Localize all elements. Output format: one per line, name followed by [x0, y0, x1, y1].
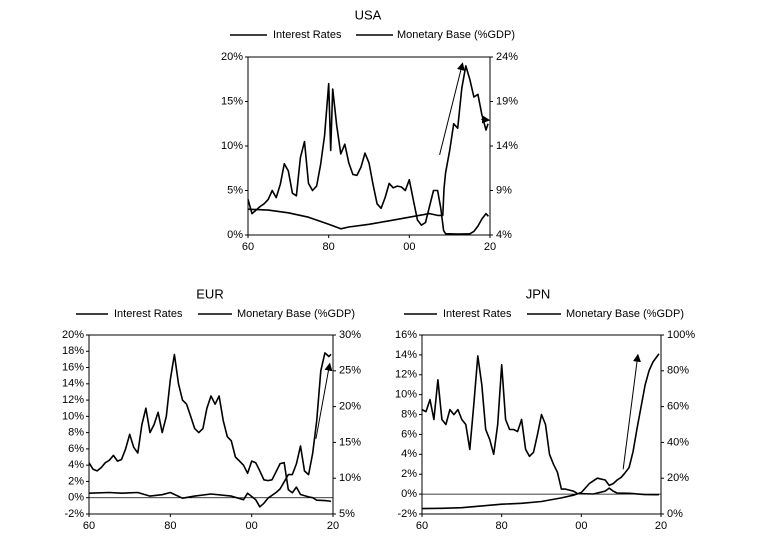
usa-plot-frame — [247, 56, 491, 236]
usa-right-tick-label: 9% — [496, 184, 512, 196]
eur-trend-arrow-1 — [315, 362, 333, 439]
usa-right-tick-label: 24% — [496, 51, 518, 63]
usa-left-tick-label: 15% — [221, 95, 243, 107]
eur-right-tick-label: 10% — [339, 472, 361, 484]
jpn-series-interest-rates — [421, 355, 660, 496]
jpn-trend-arrow-1 — [622, 353, 641, 470]
eur-left-tick-label: 6% — [68, 443, 84, 455]
usa-x-tick-label: 60 — [242, 241, 254, 253]
eur-left-tick-label: 16% — [62, 361, 84, 373]
jpn-left-tick-label: -2% — [397, 508, 417, 520]
eur-legend-label-monetary: Monetary Base (%GDP) — [237, 308, 355, 320]
jpn-right-tick-label: 20% — [667, 472, 689, 484]
jpn-left-tick-label: 8% — [401, 408, 417, 420]
eur-title: EUR — [196, 286, 223, 301]
usa-right-tick-label: 4% — [496, 229, 512, 241]
eur-series-interest-rates — [88, 353, 332, 503]
jpn-left-tick-label: 2% — [401, 468, 417, 480]
usa-x-tick-label: 00 — [403, 241, 415, 253]
jpn-left-tick-label: 14% — [395, 349, 417, 361]
eur-legend-label-interest: Interest Rates — [114, 308, 183, 320]
eur-right-tick-label: 15% — [339, 436, 361, 448]
jpn-x-tick-label: 80 — [496, 520, 508, 532]
usa-legend-label-interest: Interest Rates — [273, 29, 342, 41]
usa-series-monetary-base — [247, 65, 489, 230]
usa-trend-arrow-2 — [481, 115, 491, 124]
eur-left-tick-label: 14% — [62, 378, 84, 390]
eur-left-tick-label: 0% — [68, 492, 84, 504]
eur-right-tick-label: 20% — [339, 401, 361, 413]
jpn-right-tick-label: 40% — [667, 436, 689, 448]
jpn-left-tick-label: 6% — [401, 428, 417, 440]
usa-legend-label-monetary: Monetary Base (%GDP) — [397, 29, 515, 41]
jpn-left-tick-label: 0% — [401, 488, 417, 500]
eur-right-tick-label: 30% — [339, 329, 361, 341]
eur-left-tick-label: 10% — [62, 410, 84, 422]
usa-x-tick-label: 80 — [323, 241, 335, 253]
usa-left-tick-label: 5% — [227, 184, 243, 196]
jpn-right-tick-label: 60% — [667, 401, 689, 413]
eur-right-tick-label: 5% — [339, 508, 355, 520]
eur-left-tick-label: 20% — [62, 329, 84, 341]
usa-right-tick-label: 19% — [496, 95, 518, 107]
jpn-left-tick-label: 16% — [395, 329, 417, 341]
eur-x-tick-label: 00 — [246, 520, 258, 532]
eur-left-tick-label: 8% — [68, 427, 84, 439]
usa-trend-arrow-1 — [439, 62, 465, 156]
jpn-left-tick-label: 12% — [395, 369, 417, 381]
eur-left-tick-label: 18% — [62, 345, 84, 357]
usa-left-tick-label: 20% — [221, 51, 243, 63]
jpn-right-tick-label: 0% — [667, 508, 683, 520]
usa-left-tick-label: 0% — [227, 229, 243, 241]
jpn-legend-label-monetary: Monetary Base (%GDP) — [566, 308, 684, 320]
eur-left-tick-label: 12% — [62, 394, 84, 406]
jpn-left-tick-label: 4% — [401, 448, 417, 460]
eur-x-tick-label: 20 — [327, 520, 339, 532]
eur-right-tick-label: 25% — [339, 365, 361, 377]
jpn-legend-label-interest: Interest Rates — [443, 308, 512, 320]
eur-chart: EUR Interest Rates Monetary Base (%GDP) -2%… — [62, 286, 361, 532]
eur-plot-frame — [88, 334, 334, 515]
eur-x-tick-label: 60 — [83, 520, 95, 532]
usa-left-tick-label: 10% — [221, 140, 243, 152]
eur-series-monetary-base — [88, 352, 332, 508]
usa-series-interest-rates — [247, 82, 489, 235]
jpn-x-tick-label: 20 — [655, 520, 667, 532]
eur-left-tick-label: -2% — [64, 508, 84, 520]
jpn-left-tick-label: 10% — [395, 389, 417, 401]
usa-x-tick-label: 20 — [484, 241, 496, 253]
jpn-title: JPN — [526, 286, 551, 301]
jpn-plot-frame — [421, 334, 662, 515]
jpn-x-tick-label: 00 — [575, 520, 587, 532]
jpn-chart: JPN Interest Rates Monetary Base (%GDP) -2%… — [395, 286, 695, 532]
jpn-series-monetary-base — [421, 353, 660, 510]
jpn-right-tick-label: 100% — [667, 329, 695, 341]
usa-title: USA — [355, 7, 382, 22]
jpn-right-tick-label: 80% — [667, 365, 689, 377]
eur-left-tick-label: 4% — [68, 459, 84, 471]
usa-chart: USA Interest Rates Monetary Base (%GDP) 0% 5… — [221, 7, 518, 253]
eur-x-tick-label: 80 — [164, 520, 176, 532]
usa-right-tick-label: 14% — [496, 140, 518, 152]
eur-left-tick-label: 2% — [68, 475, 84, 487]
jpn-x-tick-label: 60 — [416, 520, 428, 532]
